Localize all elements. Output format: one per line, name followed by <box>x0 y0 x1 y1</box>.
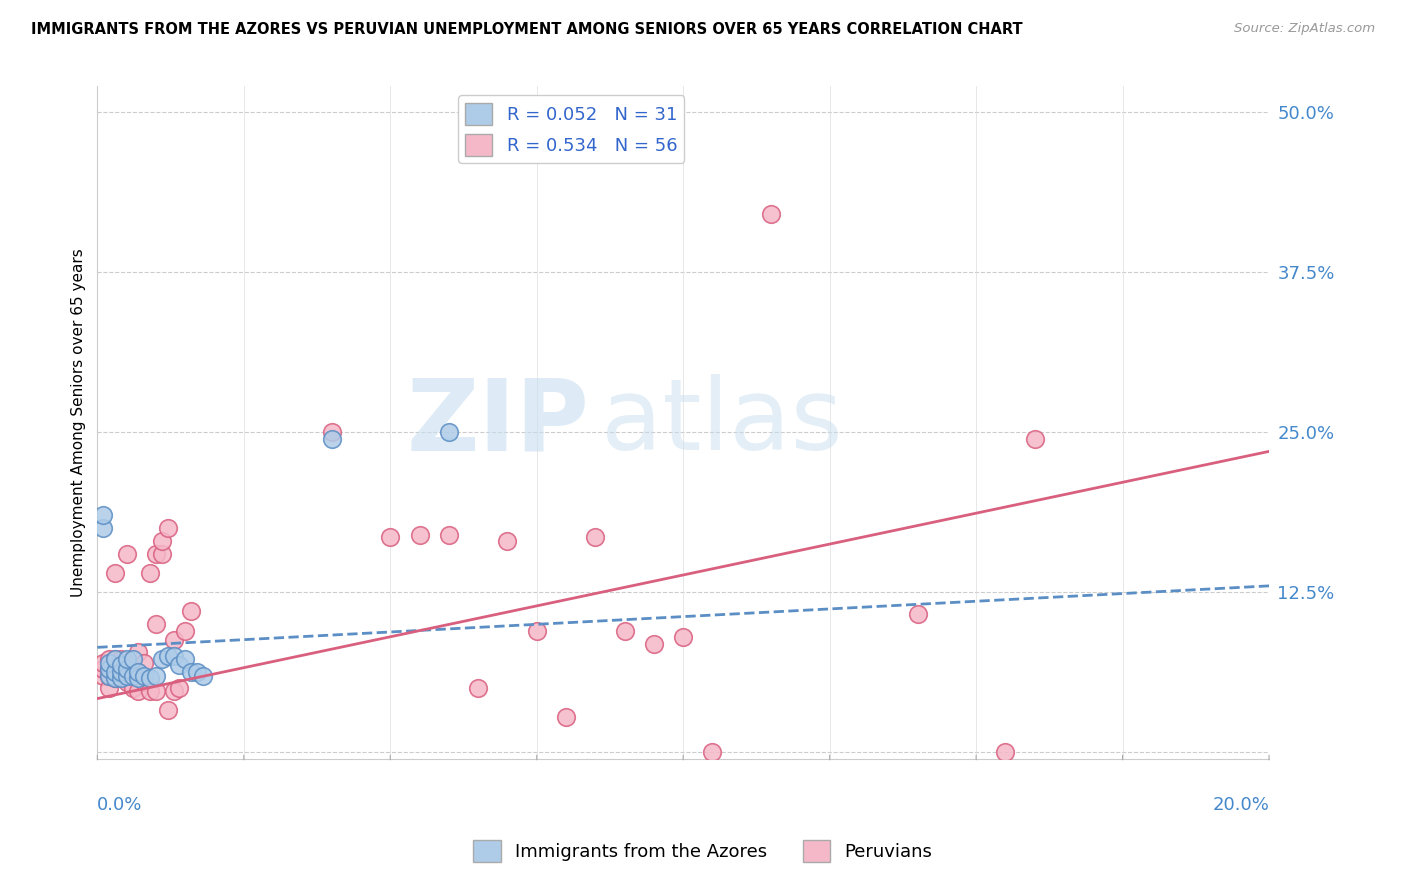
Text: Source: ZipAtlas.com: Source: ZipAtlas.com <box>1234 22 1375 36</box>
Point <box>110 671 132 685</box>
Point <box>115 547 138 561</box>
Text: 0.0%: 0.0% <box>97 796 143 814</box>
Point <box>121 681 143 696</box>
Point <box>98 668 121 682</box>
Point <box>583 530 606 544</box>
Point <box>613 624 636 638</box>
Point <box>145 668 167 682</box>
Point <box>321 425 343 440</box>
Point <box>115 652 138 666</box>
Point <box>139 684 162 698</box>
Point <box>115 675 138 690</box>
Point <box>555 709 578 723</box>
Point <box>702 745 724 759</box>
Point <box>174 652 197 666</box>
Point <box>759 207 782 221</box>
Point <box>156 649 179 664</box>
Point <box>139 566 162 580</box>
Point <box>145 684 167 698</box>
Point <box>110 652 132 666</box>
Point <box>91 656 114 670</box>
Point <box>115 665 138 679</box>
Point <box>98 668 121 682</box>
Point <box>127 665 149 679</box>
Y-axis label: Unemployment Among Seniors over 65 years: Unemployment Among Seniors over 65 years <box>72 248 86 597</box>
Point <box>127 645 149 659</box>
Point <box>127 671 149 685</box>
Text: 20.0%: 20.0% <box>1212 796 1270 814</box>
Point <box>994 745 1017 759</box>
Point <box>150 652 173 666</box>
Point <box>150 547 173 561</box>
Point <box>174 624 197 638</box>
Point <box>110 658 132 673</box>
Point <box>98 662 121 676</box>
Point <box>156 703 179 717</box>
Text: atlas: atlas <box>602 374 842 471</box>
Point <box>104 671 127 685</box>
Point <box>110 665 132 679</box>
Point <box>104 566 127 580</box>
Point <box>437 425 460 440</box>
Point <box>162 649 184 664</box>
Point <box>91 521 114 535</box>
Point <box>121 665 143 679</box>
Point <box>98 652 121 666</box>
Point <box>91 662 114 676</box>
Legend: R = 0.052   N = 31, R = 0.534   N = 56: R = 0.052 N = 31, R = 0.534 N = 56 <box>458 95 685 163</box>
Point <box>191 668 214 682</box>
Point <box>145 547 167 561</box>
Point <box>115 662 138 676</box>
Point <box>110 658 132 673</box>
Point <box>437 527 460 541</box>
Point <box>134 668 156 682</box>
Point <box>150 534 173 549</box>
Point <box>467 681 489 696</box>
Point <box>115 668 138 682</box>
Point <box>104 662 127 676</box>
Point <box>380 530 402 544</box>
Point <box>127 684 149 698</box>
Point <box>121 652 143 666</box>
Point <box>98 681 121 696</box>
Point <box>127 665 149 679</box>
Point <box>104 665 127 679</box>
Point <box>104 652 127 666</box>
Point <box>907 607 929 621</box>
Text: ZIP: ZIP <box>406 374 589 471</box>
Point <box>180 605 202 619</box>
Point <box>180 665 202 679</box>
Point <box>162 632 184 647</box>
Point <box>526 624 548 638</box>
Point <box>145 617 167 632</box>
Point <box>91 668 114 682</box>
Point <box>496 534 519 549</box>
Point <box>156 521 179 535</box>
Point <box>98 656 121 670</box>
Point <box>672 630 695 644</box>
Point <box>91 508 114 523</box>
Point <box>321 432 343 446</box>
Point <box>110 671 132 685</box>
Point <box>139 671 162 685</box>
Text: IMMIGRANTS FROM THE AZORES VS PERUVIAN UNEMPLOYMENT AMONG SENIORS OVER 65 YEARS : IMMIGRANTS FROM THE AZORES VS PERUVIAN U… <box>31 22 1022 37</box>
Legend: Immigrants from the Azores, Peruvians: Immigrants from the Azores, Peruvians <box>467 833 939 870</box>
Point <box>1024 432 1046 446</box>
Point <box>186 665 208 679</box>
Point <box>169 658 191 673</box>
Point <box>98 662 121 676</box>
Point <box>104 652 127 666</box>
Point <box>169 681 191 696</box>
Point <box>162 684 184 698</box>
Point <box>110 665 132 679</box>
Point <box>408 527 430 541</box>
Point <box>134 656 156 670</box>
Point <box>643 636 665 650</box>
Point <box>134 675 156 690</box>
Point <box>104 671 127 685</box>
Point <box>121 668 143 682</box>
